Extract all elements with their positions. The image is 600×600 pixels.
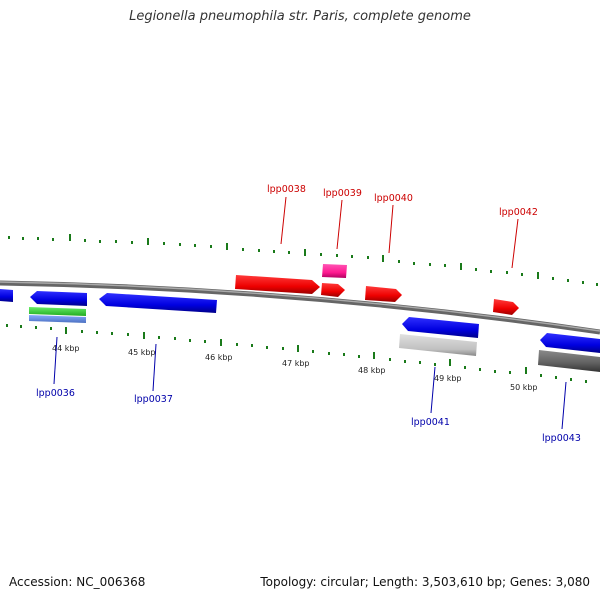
light-blue-feature (29, 315, 86, 323)
kbp-label-50: 50 kbp (510, 383, 538, 392)
topology-text: Topology: circular; Length: 3,503,610 bp… (260, 575, 590, 589)
gene-upstream-partial (0, 289, 13, 302)
gene-lpp0038 (235, 275, 320, 294)
green-feature (29, 307, 86, 316)
gene-lpp0041 (402, 317, 479, 338)
trna-feature (322, 264, 347, 278)
label-lpp0043: lpp0043 (542, 433, 581, 444)
gene-lpp0039 (321, 283, 345, 297)
kbp-scale-labels: 44 kbp 45 kbp 46 kbp 47 kbp 48 kbp 49 kb… (52, 344, 538, 392)
genome-backbone (0, 280, 600, 335)
label-lpp0038: lpp0038 (267, 184, 306, 195)
leader-lpp0041 (430, 366, 436, 414)
kbp-label-47: 47 kbp (282, 359, 310, 368)
label-lpp0037: lpp0037 (134, 394, 173, 405)
leader-lpp0043 (561, 381, 567, 430)
gene-lpp0042 (493, 299, 519, 315)
accession-text: Accession: NC_006368 (9, 575, 146, 589)
kbp-label-48: 48 kbp (358, 366, 386, 375)
kbp-label-46: 46 kbp (205, 353, 233, 362)
leader-lpp0039 (336, 199, 343, 250)
map-title: Legionella pneumophila str. Paris, compl… (129, 9, 471, 24)
gene-lpp0040 (365, 286, 402, 302)
label-leaders (53, 196, 567, 430)
inner-tick-row (6, 324, 587, 383)
gene-lpp0036 (30, 291, 87, 306)
kbp-label-49: 49 kbp (434, 374, 462, 383)
dark-gray-feature (538, 350, 600, 372)
label-lpp0039: lpp0039 (323, 188, 362, 199)
leader-lpp0037 (152, 343, 157, 392)
leader-lpp0036 (53, 336, 58, 385)
light-gray-feature (399, 334, 477, 356)
label-lpp0036: lpp0036 (36, 388, 75, 399)
outer-tick-row (8, 234, 598, 286)
forward-genes (235, 264, 519, 315)
label-lpp0042: lpp0042 (499, 207, 538, 218)
label-lpp0041: lpp0041 (411, 417, 450, 428)
kbp-label-44: 44 kbp (52, 344, 80, 353)
gene-lpp0043 (540, 333, 600, 353)
leader-lpp0040 (388, 204, 394, 254)
leader-lpp0038 (280, 196, 287, 245)
gene-labels: lpp0038 lpp0039 lpp0040 lpp0042 lpp0036 … (36, 184, 581, 444)
reverse-genes (0, 289, 600, 353)
kbp-label-45: 45 kbp (128, 348, 156, 357)
leader-lpp0042 (511, 218, 519, 269)
label-lpp0040: lpp0040 (374, 193, 413, 204)
feature-tracks (29, 307, 600, 372)
gene-lpp0037 (99, 293, 217, 313)
